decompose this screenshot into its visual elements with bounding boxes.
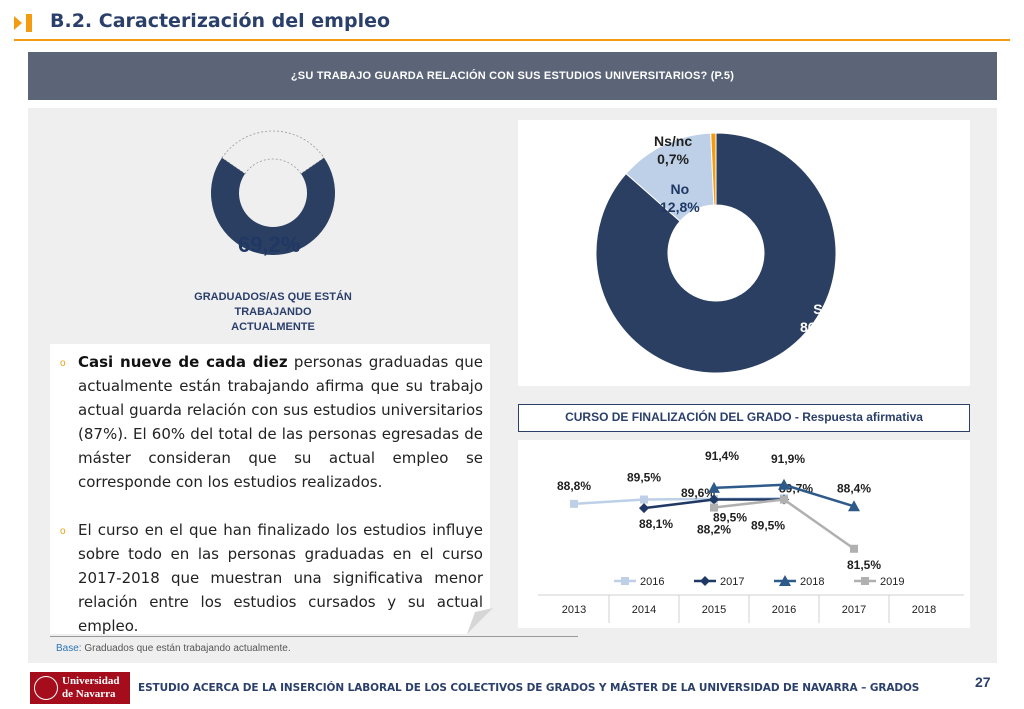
university-seal-icon bbox=[34, 676, 58, 700]
series-point-2018 bbox=[848, 500, 860, 512]
data-label: 91,9% bbox=[771, 452, 805, 466]
x-tick-label: 2015 bbox=[702, 604, 726, 616]
series-point-2017 bbox=[639, 503, 649, 514]
data-label: 91,4% bbox=[705, 449, 739, 463]
base-note: Base: Graduados que están trabajando act… bbox=[56, 643, 291, 654]
legend-marker-2018 bbox=[779, 575, 791, 586]
series-point-2019 bbox=[710, 503, 718, 512]
data-label: 89,5% bbox=[627, 471, 661, 485]
curso-line-chart: 88,8% 89,5% 89,6% 89,7% 88,1% 89,5% 89,5% 91,4%… bbox=[518, 440, 970, 628]
donut-slice-s bbox=[595, 132, 837, 374]
series-point-2018 bbox=[708, 481, 720, 493]
donut-slice-nsnc bbox=[710, 132, 717, 206]
employed-percentage: 69,2% bbox=[238, 232, 301, 257]
university-logo: Universidad de Navarra bbox=[30, 672, 130, 704]
series-point-2017 bbox=[709, 494, 719, 505]
legend-label: 2019 bbox=[880, 576, 904, 588]
base-divider bbox=[50, 636, 578, 637]
data-label: 88,1% bbox=[639, 517, 673, 531]
employed-label: GRADUADOS/AS QUE ESTÁN TRABAJANDO ACTUAL… bbox=[194, 291, 352, 333]
legend-marker-2017 bbox=[700, 576, 710, 586]
data-label: 88,8% bbox=[557, 479, 591, 493]
bullet-icon: o bbox=[60, 526, 66, 537]
legend-label: 2018 bbox=[800, 576, 824, 588]
series-point-2019 bbox=[850, 544, 858, 553]
footer-study-title: ESTUDIO ACERCA DE LA INSERCIÓN LABORAL D… bbox=[138, 682, 920, 694]
data-label: 89,6% bbox=[681, 486, 715, 500]
curso-line-svg: 88,8%89,5%89,6% 89,7%88,1% 89,5%89,5%91,4%… bbox=[538, 449, 964, 623]
header-divider bbox=[14, 39, 1010, 41]
slice-label-si: Sí 86,6% bbox=[800, 301, 840, 335]
summary-text-box: o Casi nueve de cada diez personas gradu… bbox=[50, 344, 490, 635]
slice-label-no: No 12,8% bbox=[660, 181, 700, 215]
data-label: 88,2% bbox=[697, 523, 731, 537]
page-curl-icon bbox=[467, 608, 493, 634]
page-header: B.2. Caracterización del empleo bbox=[0, 0, 1024, 42]
chevron-logo-icon bbox=[14, 14, 32, 32]
bullet-icon: o bbox=[60, 358, 66, 369]
x-tick-label: 2013 bbox=[562, 604, 586, 616]
legend-marker-2016 bbox=[621, 577, 629, 585]
slice-label-nsnc: Ns/nc 0,7% bbox=[654, 133, 693, 167]
legend-label: 2016 bbox=[640, 576, 664, 588]
relation-donut-chart: Ns/nc 0,7% No 12,8% Sí 86,6% bbox=[518, 120, 970, 386]
page-title: B.2. Caracterización del empleo bbox=[50, 10, 391, 32]
paragraph-2: El curso en el que han finalizado los es… bbox=[78, 521, 483, 635]
line-chart-title: CURSO DE FINALIZACIÓN DEL GRADO - Respue… bbox=[518, 404, 970, 432]
x-tick-label: 2017 bbox=[842, 604, 866, 616]
x-tick-label: 2016 bbox=[772, 604, 796, 616]
series-point-2018 bbox=[778, 478, 790, 490]
x-tick-label: 2018 bbox=[912, 604, 936, 616]
donut-remaining-segment bbox=[221, 130, 325, 175]
employed-donut bbox=[211, 130, 335, 255]
series-point-2019 bbox=[780, 495, 788, 504]
relation-donut-svg bbox=[595, 132, 837, 374]
x-tick-label: 2014 bbox=[632, 604, 656, 616]
legend-label: 2017 bbox=[720, 576, 744, 588]
data-label: 89,5% bbox=[751, 519, 785, 533]
question-banner: ¿SU TRABAJO GUARDA RELACIÓN CON SUS ESTU… bbox=[28, 52, 997, 100]
data-label: 89,5% bbox=[713, 511, 747, 525]
donut-employed-segment bbox=[211, 157, 335, 255]
paragraph-1: Casi nueve de cada diez personas graduad… bbox=[78, 353, 483, 491]
series-point-2016 bbox=[640, 495, 648, 504]
legend-marker-2019 bbox=[861, 577, 869, 585]
data-label: 88,4% bbox=[837, 481, 871, 495]
page-number: 27 bbox=[975, 674, 991, 690]
series-point-2016 bbox=[570, 499, 578, 508]
data-label: 81,5% bbox=[847, 558, 881, 572]
